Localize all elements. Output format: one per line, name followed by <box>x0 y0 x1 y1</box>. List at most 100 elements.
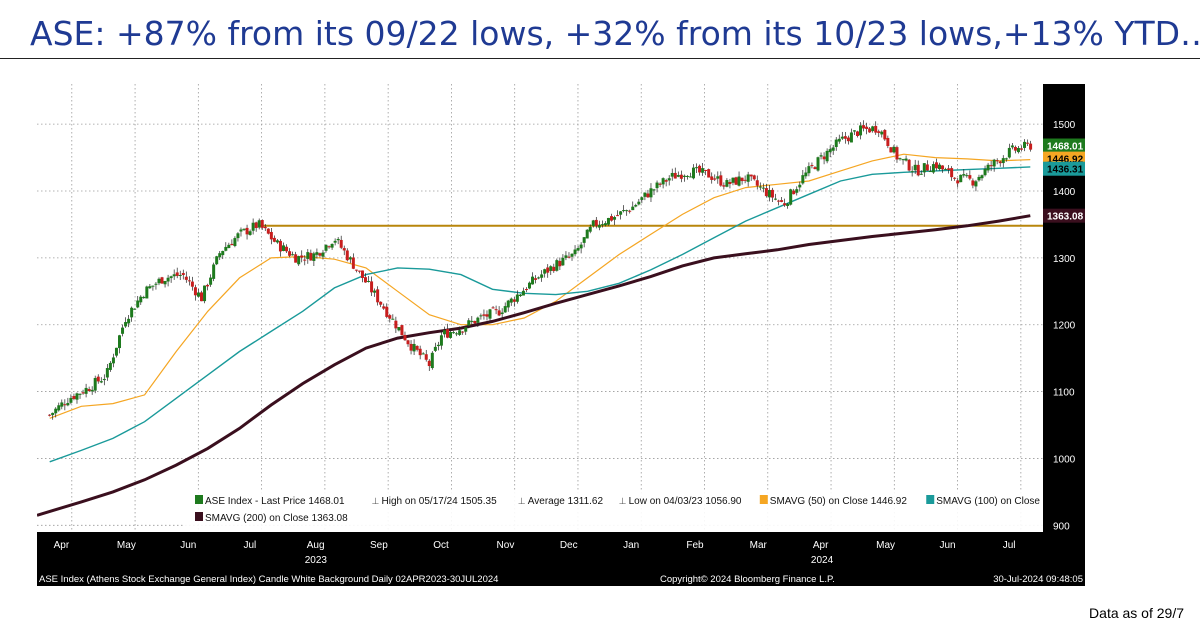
candle-body <box>625 210 629 212</box>
candle-body <box>342 248 346 251</box>
candle <box>124 317 128 328</box>
candle-body <box>910 171 914 173</box>
candle <box>196 288 200 298</box>
candle-body <box>983 168 987 176</box>
candle <box>424 349 428 362</box>
legend-marker: ⊥ <box>372 496 380 506</box>
candle <box>309 249 313 261</box>
candle <box>937 162 941 171</box>
candle <box>998 160 1002 167</box>
candle <box>527 281 531 290</box>
candle <box>837 134 841 144</box>
candle-body <box>537 277 541 279</box>
sma50-line <box>49 153 1031 419</box>
candle <box>193 284 197 301</box>
candle <box>916 160 920 177</box>
candle <box>388 313 392 323</box>
candle <box>157 277 161 286</box>
candle <box>603 221 607 227</box>
candle-body <box>518 294 522 297</box>
candle-body <box>60 402 64 407</box>
price-tag-label: 1363.08 <box>1047 212 1084 223</box>
candle <box>1023 139 1027 152</box>
candle <box>512 297 516 307</box>
price-tag: 1436.31 <box>1043 161 1085 176</box>
candle <box>597 220 601 231</box>
candle <box>889 147 893 153</box>
candle <box>288 248 292 257</box>
price-tag-label: 1468.01 <box>1047 142 1084 153</box>
candle <box>421 352 425 355</box>
candle <box>297 255 301 266</box>
candle <box>127 315 131 328</box>
candle-body <box>382 306 386 309</box>
candle-body <box>403 334 407 341</box>
legend-item: ⊥ High on 05/17/24 1505.35 <box>372 496 498 507</box>
candle <box>561 254 565 267</box>
candle-body <box>947 168 951 170</box>
candle <box>631 201 635 211</box>
candle <box>676 171 680 178</box>
candle-body <box>570 253 574 257</box>
candle <box>442 326 446 338</box>
candle <box>980 174 984 181</box>
candle <box>892 144 896 154</box>
candle-body <box>546 267 550 273</box>
candle <box>655 180 659 193</box>
candle-body <box>916 164 920 176</box>
legend-bg <box>183 490 1043 530</box>
candle-body <box>892 146 896 153</box>
candle-body <box>868 128 872 133</box>
candle-body <box>761 187 765 189</box>
candle <box>515 290 519 304</box>
candle-body <box>968 175 972 179</box>
candle <box>327 245 331 249</box>
candle-body <box>743 179 747 181</box>
candle <box>649 183 653 203</box>
candle <box>303 255 307 266</box>
candle-body <box>801 175 805 184</box>
candle <box>160 276 164 284</box>
candle <box>849 128 853 143</box>
candle <box>206 283 210 291</box>
candle <box>828 145 832 158</box>
candle-body <box>121 327 125 334</box>
candle-body <box>367 280 371 282</box>
candle <box>184 271 188 283</box>
candle <box>658 182 662 188</box>
candle <box>865 122 869 135</box>
candle-body <box>303 259 307 261</box>
candle <box>339 235 343 250</box>
candle-body <box>370 281 374 293</box>
candle-body <box>740 177 744 182</box>
candle-body <box>928 171 932 173</box>
candle <box>470 316 474 325</box>
candle <box>546 264 550 278</box>
candle <box>931 161 935 174</box>
candle <box>218 251 222 261</box>
price-tag: 1363.08 <box>1043 208 1085 223</box>
candle <box>385 303 389 319</box>
candle-body <box>846 137 850 142</box>
candle-body <box>673 172 677 179</box>
candle <box>60 399 64 410</box>
candle <box>928 166 932 173</box>
candle <box>634 203 638 208</box>
candle-body <box>114 347 118 356</box>
candle <box>819 152 823 160</box>
candle <box>488 308 492 323</box>
candle <box>664 178 668 187</box>
candle <box>415 345 419 352</box>
candle <box>552 263 556 273</box>
x-month-label: Jun <box>939 540 955 551</box>
candle-body <box>291 254 295 256</box>
candle-body <box>275 240 279 243</box>
candle-body <box>594 219 598 226</box>
candle <box>90 386 94 395</box>
candle <box>351 253 355 270</box>
candle <box>576 245 580 252</box>
candle <box>497 306 501 317</box>
candle <box>701 163 705 176</box>
candle <box>181 269 185 280</box>
candle <box>983 165 987 177</box>
